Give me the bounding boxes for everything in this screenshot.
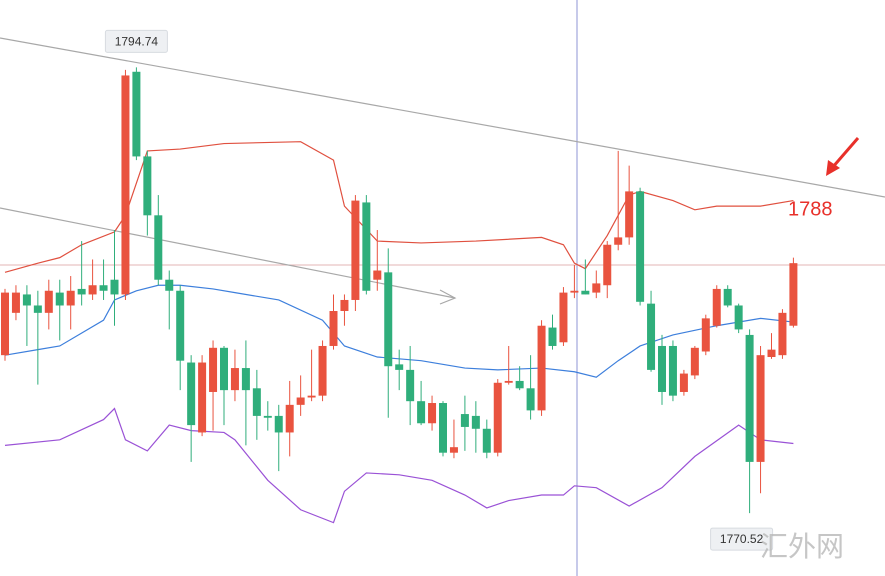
candle-body <box>121 75 130 295</box>
candle-body <box>187 362 196 426</box>
candle-body <box>493 382 502 453</box>
candle-body <box>241 368 250 391</box>
band-line <box>4 141 794 273</box>
candle-body <box>176 290 185 361</box>
candle-body <box>66 290 75 306</box>
candle-body <box>767 349 776 358</box>
candle-body <box>373 270 382 280</box>
candle-body <box>734 305 743 330</box>
bands <box>4 141 794 524</box>
candle-body <box>668 345 677 396</box>
candle-body <box>362 202 371 291</box>
candle-body <box>548 327 557 346</box>
candle-body <box>789 263 798 326</box>
candle-body <box>756 355 765 462</box>
candle-body <box>690 347 699 376</box>
candle-body <box>428 403 437 424</box>
candle-body <box>132 71 141 157</box>
candle-body <box>318 345 327 396</box>
candle-body <box>209 347 218 392</box>
candle-body <box>165 279 174 291</box>
candle-body <box>701 318 710 352</box>
candle-body <box>592 283 601 293</box>
candle-body <box>220 347 228 391</box>
candle-body <box>384 272 393 367</box>
candle-body <box>11 292 20 313</box>
candle-body <box>712 288 721 326</box>
trend-line <box>0 37 885 198</box>
candle-body <box>329 311 338 346</box>
labels: 1794.74 1770.52 <box>104 29 774 551</box>
price-label: 1794.74 <box>115 35 159 49</box>
annotation: 1788 <box>788 198 833 220</box>
candle-body <box>44 290 53 313</box>
watermark: 汇外网 <box>760 530 844 563</box>
candle-body <box>526 388 535 411</box>
candle-body <box>658 345 666 392</box>
trend-line <box>0 207 456 299</box>
candle-body <box>351 200 360 300</box>
candle-body <box>154 215 163 280</box>
candle-body <box>723 288 732 306</box>
candle-body <box>647 303 656 370</box>
annotation-arrow <box>830 137 860 169</box>
candle-body <box>252 388 261 416</box>
candle-body <box>143 156 152 216</box>
candle-body <box>395 364 404 370</box>
candle-body <box>471 415 480 429</box>
candle-body <box>679 373 688 392</box>
candle-body <box>22 294 31 306</box>
candle-body <box>504 380 513 383</box>
candle-body <box>285 404 294 433</box>
candle-body <box>1 292 9 356</box>
candle-body <box>625 191 634 238</box>
candle-body <box>745 334 754 462</box>
candle-body <box>460 414 469 427</box>
price-label-box <box>710 527 774 551</box>
candle-body <box>296 397 305 405</box>
candle-body <box>449 447 458 453</box>
candle-body <box>33 305 42 313</box>
candle-body <box>603 244 612 286</box>
price-label-box <box>104 29 168 53</box>
candle-body <box>581 290 590 295</box>
candle-body <box>230 368 239 391</box>
candles <box>1 67 798 514</box>
candle-body <box>307 395 316 398</box>
candle-body <box>778 312 787 356</box>
candle-body <box>559 292 568 343</box>
candle-body <box>482 428 491 453</box>
candle-body <box>537 325 546 411</box>
trend-arrow <box>439 289 457 305</box>
band-line <box>4 407 794 524</box>
price-label: 1770.52 <box>720 532 764 546</box>
candle-body <box>110 279 119 295</box>
candle-body <box>99 285 108 291</box>
candle-body <box>88 285 97 295</box>
candle-body <box>614 237 623 245</box>
candle-body <box>406 369 415 402</box>
candle-body <box>439 403 447 453</box>
candle-body <box>274 415 283 433</box>
candle-body <box>570 290 579 293</box>
candle-body <box>515 380 524 389</box>
candle-body <box>77 288 86 295</box>
candle-body <box>636 191 645 302</box>
candle-body <box>198 362 207 433</box>
annotation-arrow-head <box>826 160 840 176</box>
band-line <box>4 284 794 378</box>
candle-body <box>340 299 349 312</box>
candle-body <box>417 401 426 424</box>
candle-body <box>263 415 272 418</box>
candle-body <box>55 292 64 306</box>
